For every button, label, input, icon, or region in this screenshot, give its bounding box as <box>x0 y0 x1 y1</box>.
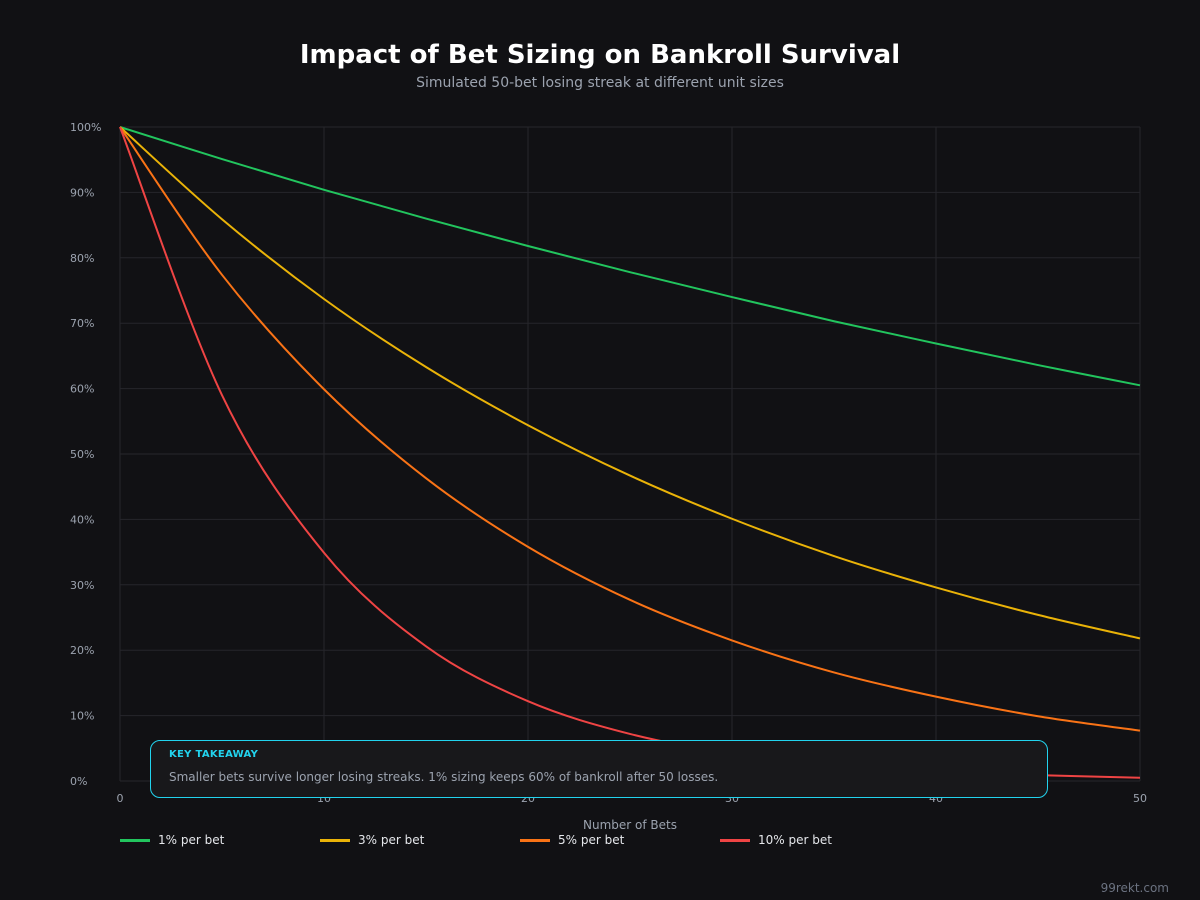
legend-label: 5% per bet <box>558 833 625 847</box>
legend-label: 3% per bet <box>358 833 425 847</box>
y-tick-label: 70% <box>70 317 94 330</box>
y-tick-label: 20% <box>70 644 94 657</box>
takeaway-text: Smaller bets survive longer losing strea… <box>169 770 719 784</box>
y-tick-label: 30% <box>70 579 94 592</box>
y-tick-label: 50% <box>70 448 94 461</box>
legend-item[interactable]: 1% per bet <box>120 833 320 847</box>
y-tick-label: 0% <box>70 775 87 788</box>
legend-item[interactable]: 10% per bet <box>720 833 920 847</box>
y-tick-label: 60% <box>70 383 94 396</box>
legend-label: 1% per bet <box>158 833 225 847</box>
legend-item[interactable]: 5% per bet <box>520 833 720 847</box>
series-line-1 <box>119 126 1141 387</box>
footer-watermark: 99rekt.com <box>1100 881 1169 895</box>
takeaway-label: KEY TAKEAWAY <box>169 749 259 760</box>
legend-swatch <box>120 838 150 842</box>
y-tick-label: 80% <box>70 252 94 265</box>
series-line-4 <box>119 126 1141 779</box>
y-tick-label: 90% <box>70 186 94 199</box>
y-tick-label: 10% <box>70 710 94 723</box>
legend-swatch <box>520 838 550 842</box>
chart-title: Impact of Bet Sizing on Bankroll Surviva… <box>299 40 901 70</box>
chart-subtitle: Simulated 50-bet losing streak at differ… <box>416 75 784 91</box>
x-axis-label: Number of Bets <box>583 818 677 832</box>
legend-swatch <box>320 838 350 842</box>
legend-swatch <box>720 838 750 842</box>
x-tick-label: 0 <box>117 792 124 805</box>
series-line-3 <box>119 126 1141 732</box>
key-takeaway-box: KEY TAKEAWAY Smaller bets survive longer… <box>150 740 1048 798</box>
legend-label: 10% per bet <box>758 833 832 847</box>
x-tick-label: 50 <box>1133 792 1147 805</box>
legend: 1% per bet 3% per bet 5% per bet 10% per… <box>120 833 920 847</box>
legend-item[interactable]: 3% per bet <box>320 833 520 847</box>
y-tick-label: 40% <box>70 513 94 526</box>
series-line-2 <box>119 126 1141 640</box>
y-tick-label: 100% <box>70 121 101 134</box>
